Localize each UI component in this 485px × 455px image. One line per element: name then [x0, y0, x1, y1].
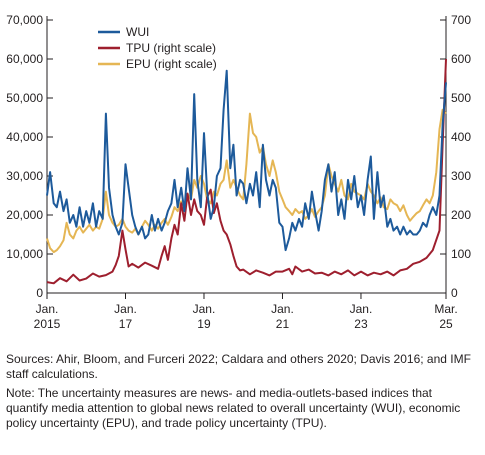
x-tick-sublabel: 19: [197, 317, 211, 331]
left-tick-label: 40,000: [6, 130, 43, 144]
x-tick-label: Jan.: [114, 302, 137, 316]
legend-label-tpu: TPU (right scale): [126, 41, 216, 55]
x-tick-sublabel: 17: [119, 317, 133, 331]
right-tick-label: 700: [451, 13, 471, 27]
x-tick-sublabel: 25: [439, 317, 453, 331]
x-tick-label: Mar.: [434, 302, 457, 316]
right-tick-label: 600: [451, 52, 471, 66]
left-tick-label: 20,000: [6, 208, 43, 222]
x-tick-label: Jan.: [193, 302, 216, 316]
legend-label-epu: EPU (right scale): [126, 57, 217, 71]
x-tick-sublabel: 2015: [34, 317, 61, 331]
series-line-wui: [46, 69, 447, 252]
x-tick-label: Jan.: [271, 302, 294, 316]
note-text: Note: The uncertainty measures are news-…: [6, 386, 461, 430]
left-tick-label: 10,000: [6, 247, 43, 261]
left-tick-label: 70,000: [6, 13, 43, 27]
right-tick-label: 500: [451, 91, 471, 105]
series-line-tpu: [46, 58, 447, 285]
left-tick-label: 30,000: [6, 169, 43, 183]
right-tick-label: 400: [451, 130, 471, 144]
right-tick-label: 200: [451, 208, 471, 222]
x-tick-sublabel: 23: [354, 317, 368, 331]
left-tick-label: 50,000: [6, 91, 43, 105]
sources-text: Sources: Ahir, Bloom, and Furceri 2022; …: [6, 352, 471, 381]
x-tick-label: Jan.: [36, 302, 59, 316]
left-tick-label: 0: [36, 286, 43, 300]
line-chart: 0 10,000 20,000 30,000 40,000 50,000 60,000 70,…: [6, 13, 471, 331]
right-tick-label: 300: [451, 169, 471, 183]
chart-notes: Sources: Ahir, Bloom, and Furceri 2022; …: [6, 352, 476, 435]
legend-label-wui: WUI: [126, 25, 149, 39]
right-tick-label: 0: [451, 286, 458, 300]
left-tick-label: 60,000: [6, 52, 43, 66]
right-tick-label: 100: [451, 247, 471, 261]
x-tick-sublabel: 21: [276, 317, 290, 331]
x-tick-label: Jan.: [350, 302, 373, 316]
